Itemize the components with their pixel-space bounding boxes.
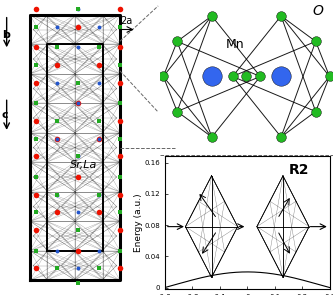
Text: Sr,La: Sr,La [70, 160, 97, 170]
Text: 2a: 2a [120, 16, 132, 26]
Text: c: c [2, 110, 8, 120]
Text: Mn: Mn [226, 38, 244, 51]
Text: R2: R2 [288, 163, 309, 177]
Text: O: O [312, 4, 323, 18]
Y-axis label: Energy (a.u.): Energy (a.u.) [134, 194, 143, 252]
Text: b: b [2, 30, 10, 40]
